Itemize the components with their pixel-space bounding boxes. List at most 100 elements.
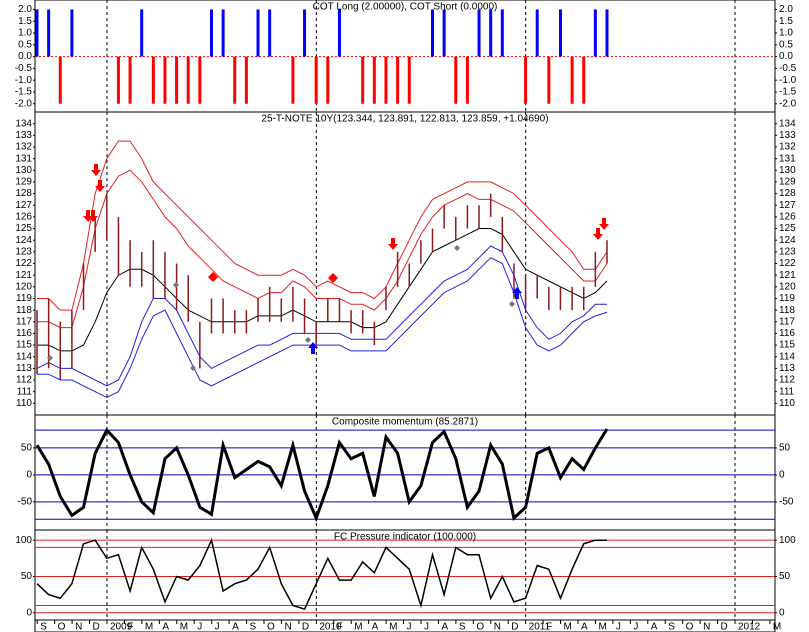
x-tick-label: A xyxy=(441,622,448,632)
cot-bar xyxy=(477,9,481,57)
y-tick-label: -0.5 xyxy=(15,63,33,74)
panel-title: COT Long (2.00000), COT Short (0.0000) xyxy=(313,2,498,13)
x-tick-label: N xyxy=(703,622,710,632)
sell-arrow xyxy=(593,228,603,240)
band-line xyxy=(36,245,607,387)
indicator-line xyxy=(35,427,609,523)
buy-arrow xyxy=(512,287,522,299)
cot-bar xyxy=(384,56,388,104)
y-tick-label: 132 xyxy=(15,142,32,153)
y-tick-label: 50 xyxy=(21,443,33,454)
x-tick-label: D xyxy=(511,622,518,632)
cot-bar xyxy=(256,9,260,57)
x-tick-label: O xyxy=(686,622,694,632)
cot-bar xyxy=(175,56,179,104)
cot-bar xyxy=(372,56,376,104)
x-tick-label: 2011 xyxy=(529,622,551,632)
x-tick-label: M xyxy=(354,622,362,632)
signal-markers xyxy=(47,164,609,371)
y-tick-label-right: 50 xyxy=(779,443,791,454)
y-tick-label: 1.5 xyxy=(18,16,32,27)
x-tick-label: 2010 xyxy=(319,622,342,632)
panel-title: 25-T-NOTE 10Y(123.344, 123.891, 122.813,… xyxy=(261,114,548,125)
y-tick-label-right: 122 xyxy=(779,258,796,269)
sell-arrow xyxy=(91,164,101,176)
y-tick-label-right: 124 xyxy=(779,235,796,246)
y-tick-label: 0.0 xyxy=(18,51,32,62)
cot-bar xyxy=(582,56,586,104)
cot-bar xyxy=(209,9,213,57)
cot-bar xyxy=(535,9,539,57)
x-tick-label: J xyxy=(407,622,412,632)
x-tick-label: A xyxy=(232,622,239,632)
y-tick-label-right: 113 xyxy=(779,363,795,374)
x-tick-label: 2009 xyxy=(110,622,133,632)
cot-bar xyxy=(151,56,155,104)
x-tick-label: M xyxy=(180,622,188,632)
red-diamond xyxy=(208,272,218,282)
x-tick-label: N xyxy=(494,622,501,632)
y-tick-label: 0 xyxy=(26,470,32,481)
y-tick-label-right: -0.5 xyxy=(779,63,797,74)
y-tick-label-right: 1.0 xyxy=(779,28,793,39)
cot-bar xyxy=(303,9,307,57)
x-tick-label: A xyxy=(581,622,588,632)
x-tick-label: J xyxy=(633,622,638,632)
x-tick-label: F xyxy=(337,622,343,632)
y-tick-label: 114 xyxy=(16,351,32,362)
cot-bar xyxy=(465,56,469,104)
cot-bar xyxy=(558,9,562,57)
y-tick-label: 122 xyxy=(15,258,32,269)
cot-bar xyxy=(431,9,435,57)
x-tick-label: M xyxy=(564,622,572,632)
y-tick-label-right: 100 xyxy=(779,535,796,546)
x-tick-label: N xyxy=(75,622,82,632)
y-tick-label: 129 xyxy=(15,177,32,188)
cot-bar xyxy=(70,9,74,57)
y-tick-label: 50 xyxy=(21,571,33,582)
cot-bar xyxy=(244,56,248,104)
x-tick-label: F xyxy=(127,622,133,632)
y-tick-label-right: 2.0 xyxy=(779,4,793,15)
y-tick-label-right: 133 xyxy=(779,130,796,141)
x-tick-label: O xyxy=(58,622,66,632)
band-line xyxy=(37,169,608,329)
y-tick-label-right: 116 xyxy=(779,328,795,339)
x-tick-label: S xyxy=(459,622,466,632)
gray-diamond xyxy=(509,301,515,307)
y-tick-label: 121 xyxy=(15,270,32,281)
cot-bar xyxy=(35,9,39,57)
cot-bar xyxy=(605,9,609,57)
y-tick-label-right: 119 xyxy=(779,293,795,304)
y-tick-label-right: 134 xyxy=(779,118,796,129)
y-tick-label-right: 125 xyxy=(779,223,796,234)
y-tick-label-right: 0 xyxy=(779,607,785,618)
y-tick-label: -2.0 xyxy=(15,98,33,109)
y-tick-label: 120 xyxy=(15,281,32,292)
y-tick-label-right: -2.0 xyxy=(779,98,797,109)
cot-bar xyxy=(500,9,504,57)
y-tick-label-right: 132 xyxy=(779,142,796,153)
x-tick-label: A xyxy=(162,622,169,632)
y-tick-label: 125 xyxy=(15,223,32,234)
cot-bar xyxy=(47,9,51,57)
cot-bar xyxy=(454,56,458,104)
x-tick-label: N xyxy=(284,622,291,632)
y-tick-label-right: 0 xyxy=(779,470,785,481)
y-tick-label: 134 xyxy=(15,118,32,129)
y-tick-label: 127 xyxy=(15,200,32,211)
cot-bar xyxy=(524,56,528,104)
cot-bar xyxy=(268,9,272,57)
y-tick-label-right: 1.5 xyxy=(779,16,793,27)
cot-bar xyxy=(291,56,295,104)
y-tick-label: 0.5 xyxy=(18,39,32,50)
x-tick-label: A xyxy=(372,622,379,632)
cot-bar xyxy=(489,9,493,57)
x-tick-label: D xyxy=(721,622,728,632)
y-tick-label: 111 xyxy=(17,386,33,397)
band-line xyxy=(37,257,608,399)
band-line xyxy=(37,228,608,352)
y-tick-label: 110 xyxy=(16,398,32,409)
cot-bar xyxy=(570,56,574,104)
y-tick-label-right: 0.0 xyxy=(779,51,793,62)
